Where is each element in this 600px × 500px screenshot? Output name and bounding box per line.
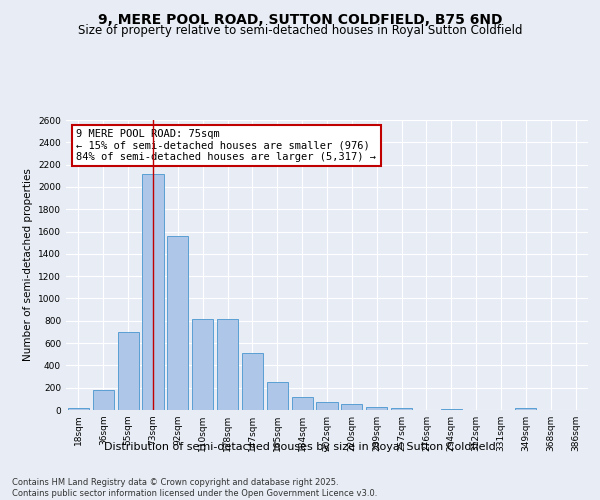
- Text: 9 MERE POOL ROAD: 75sqm
← 15% of semi-detached houses are smaller (976)
84% of s: 9 MERE POOL ROAD: 75sqm ← 15% of semi-de…: [76, 128, 376, 162]
- Bar: [118, 332, 139, 410]
- Text: Size of property relative to semi-detached houses in Royal Sutton Coldfield: Size of property relative to semi-detach…: [78, 24, 522, 37]
- Bar: [391, 408, 412, 410]
- Bar: [515, 408, 536, 410]
- Bar: [68, 408, 89, 410]
- Bar: [366, 406, 387, 410]
- Y-axis label: Number of semi-detached properties: Number of semi-detached properties: [23, 168, 32, 362]
- Text: Distribution of semi-detached houses by size in Royal Sutton Coldfield: Distribution of semi-detached houses by …: [104, 442, 496, 452]
- Bar: [242, 353, 263, 410]
- Bar: [192, 318, 213, 410]
- Bar: [267, 382, 288, 410]
- Bar: [292, 396, 313, 410]
- Bar: [217, 318, 238, 410]
- Bar: [316, 402, 338, 410]
- Bar: [142, 174, 164, 410]
- Bar: [441, 409, 462, 410]
- Text: 9, MERE POOL ROAD, SUTTON COLDFIELD, B75 6ND: 9, MERE POOL ROAD, SUTTON COLDFIELD, B75…: [98, 12, 502, 26]
- Bar: [93, 390, 114, 410]
- Bar: [167, 236, 188, 410]
- Text: Contains HM Land Registry data © Crown copyright and database right 2025.
Contai: Contains HM Land Registry data © Crown c…: [12, 478, 377, 498]
- Bar: [341, 404, 362, 410]
